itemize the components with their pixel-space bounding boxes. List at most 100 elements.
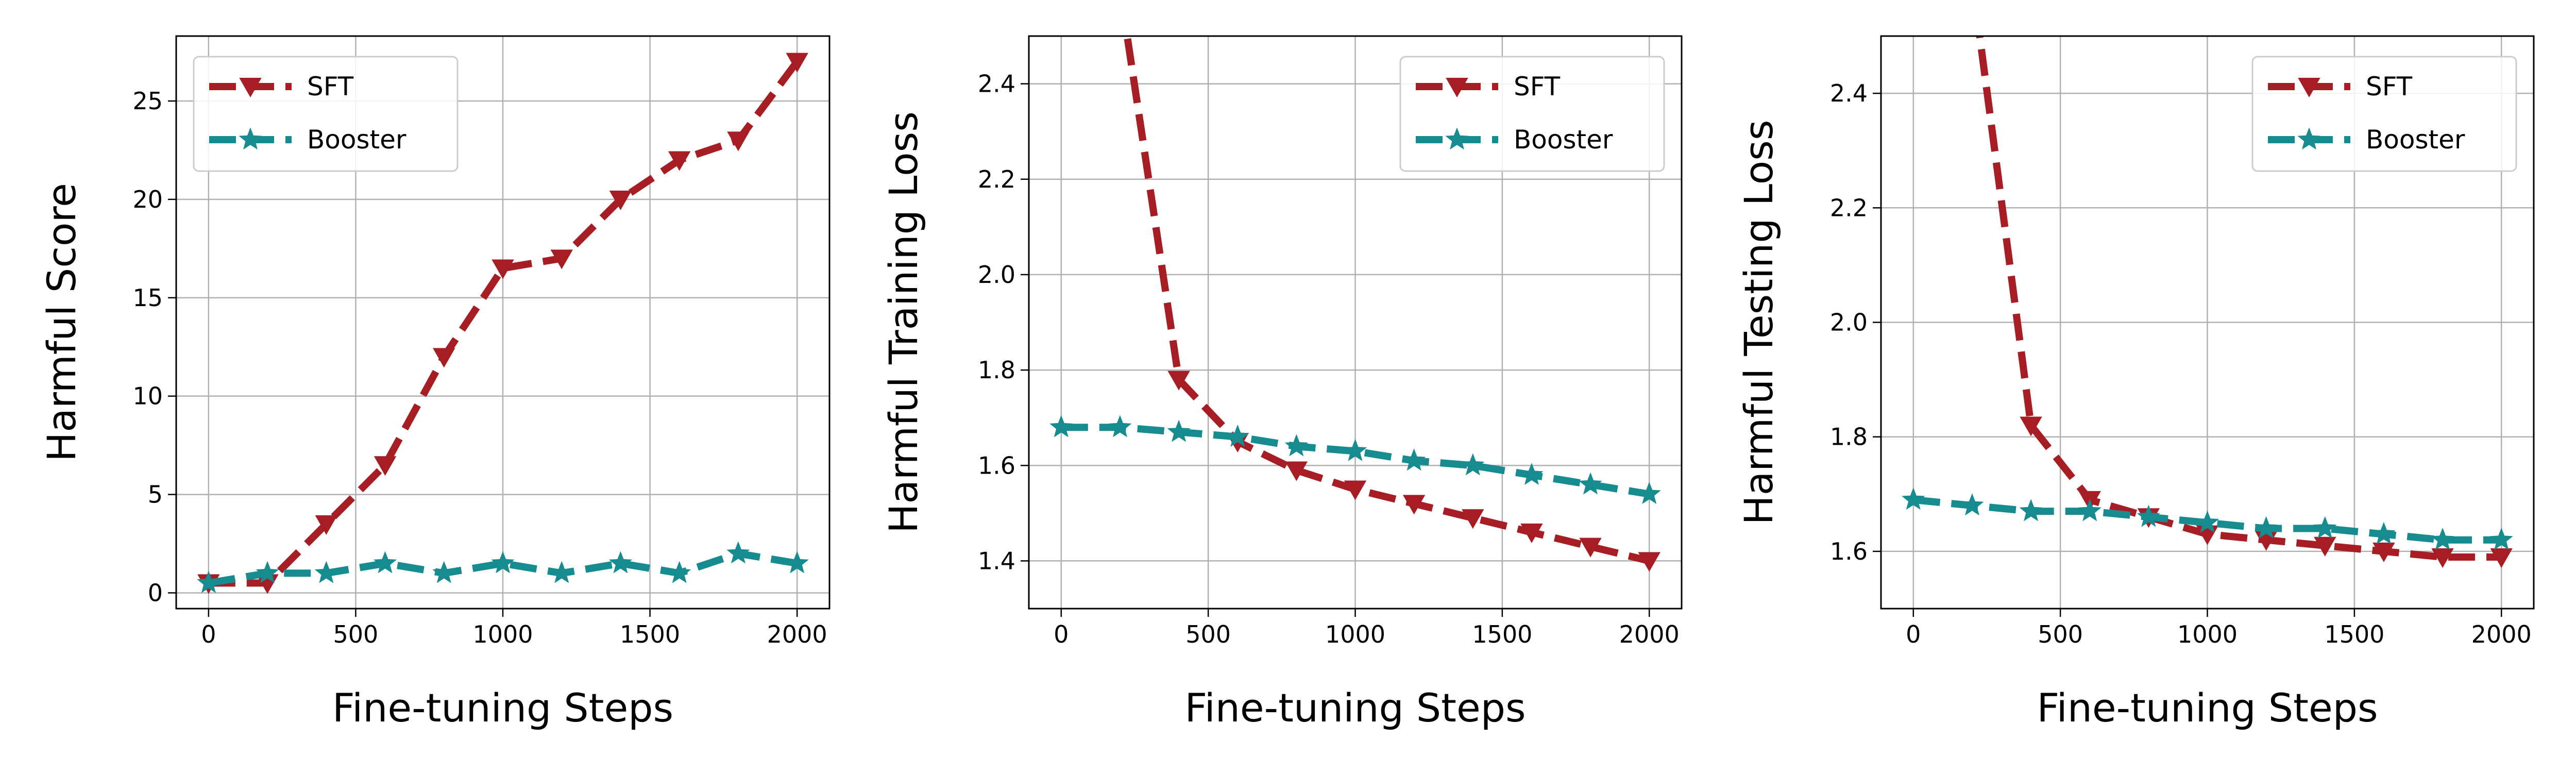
subplot: 0 500 1000 1500 2000 1.6 1.8 2.0 2.2 2.4 Fine-tuni… <box>1736 35 2535 731</box>
data-point <box>492 259 514 279</box>
data-point <box>1108 415 1132 438</box>
data-point <box>1167 371 1190 391</box>
data-point <box>2020 416 2042 436</box>
y-tick-label: 5 <box>148 481 163 509</box>
series-line <box>1061 424 1650 498</box>
data-point <box>1638 552 1660 572</box>
legend-marker <box>239 78 262 98</box>
data-point <box>550 249 573 270</box>
data-point <box>1343 439 1367 461</box>
data-point <box>256 561 279 583</box>
legend: SFT Booster <box>1399 56 1665 172</box>
legend-label: Booster <box>2366 125 2465 155</box>
legend-label: Booster <box>1514 125 1613 155</box>
data-point <box>1402 495 1426 515</box>
legend-marker <box>2298 78 2320 98</box>
axes-frame <box>1028 35 1683 610</box>
data-point <box>491 551 515 574</box>
data-point <box>1579 472 1602 495</box>
data-point <box>1520 463 1544 485</box>
subplot: 0 500 1000 1500 2000 0 5 10 15 20 25 Fine-tuning St… <box>39 35 831 731</box>
x-tick-label: 2000 <box>2471 620 2532 648</box>
data-point <box>785 551 809 574</box>
y-tick-label: 25 <box>132 87 163 115</box>
data-point <box>2255 516 2278 539</box>
series-line <box>1913 496 2502 544</box>
y-tick-label: 0 <box>148 579 163 607</box>
x-tick-label: 1500 <box>620 620 680 648</box>
y-tick-label: 2.4 <box>1830 79 1868 107</box>
data-point <box>315 515 338 535</box>
data-point <box>433 348 455 368</box>
x-tick-label: 500 <box>333 620 379 648</box>
y-tick-label: 2.2 <box>978 165 1015 193</box>
data-point <box>197 570 221 593</box>
x-tick-label: 1000 <box>472 620 533 648</box>
legend: SFT Booster <box>193 56 459 172</box>
series-line <box>208 549 798 587</box>
plot-area <box>1902 36 2513 568</box>
y-tick-label: 15 <box>132 284 163 312</box>
data-point <box>2313 516 2337 539</box>
legend-marker <box>1446 78 1468 98</box>
data-point <box>1902 488 1925 510</box>
y-tick-label: 1.8 <box>978 356 1015 384</box>
data-point <box>1167 419 1191 442</box>
data-point <box>1344 480 1367 500</box>
data-point <box>1520 523 1543 543</box>
y-tick-label: 20 <box>132 186 163 213</box>
data-point <box>2490 548 2513 568</box>
x-tick-label: 0 <box>1054 620 1069 648</box>
data-point <box>1462 509 1484 529</box>
data-point <box>1637 482 1661 505</box>
data-point <box>2019 499 2043 522</box>
subplot: 0 500 1000 1500 2000 1.4 1.6 1.8 2.0 2.2 2.4 Fine-t… <box>880 35 1683 731</box>
x-tick-label: 500 <box>2038 620 2083 648</box>
x-tick-label: 500 <box>1185 620 1231 648</box>
x-tick-label: 1500 <box>2324 620 2384 648</box>
y-tick-label: 1.8 <box>1830 423 1868 451</box>
data-point <box>1284 434 1308 457</box>
axes-frame <box>175 35 831 610</box>
data-point <box>1402 448 1426 471</box>
y-axis-label: Harmful Score <box>39 183 84 462</box>
data-point <box>786 53 808 73</box>
data-point <box>550 561 573 583</box>
data-point <box>726 541 750 564</box>
data-point <box>2431 548 2454 568</box>
legend-label: SFT <box>2366 72 2413 102</box>
y-tick-label: 1.4 <box>978 547 1015 575</box>
data-point <box>374 456 397 476</box>
y-tick-label: 2.0 <box>978 261 1015 289</box>
legend-marker <box>1445 127 1469 150</box>
legend-label: SFT <box>1514 72 1561 102</box>
data-point <box>609 190 632 210</box>
data-point <box>2431 527 2454 550</box>
y-tick-label: 2.0 <box>1830 309 1868 337</box>
data-point <box>2489 527 2513 550</box>
legend-label: Booster <box>307 125 406 155</box>
x-tick-label: 2000 <box>1619 620 1680 648</box>
data-point <box>608 551 633 574</box>
data-point <box>668 151 691 171</box>
x-axis-label: Fine-tuning Steps <box>2037 685 2378 731</box>
legend-label: SFT <box>307 72 354 102</box>
x-tick-label: 2000 <box>767 620 827 648</box>
y-axis-label: Harmful Training Loss <box>880 111 926 533</box>
y-tick-label: 2.4 <box>978 70 1015 98</box>
y-axis-label: Harmful Testing Loss <box>1736 120 1782 525</box>
axes-frame <box>1880 35 2535 610</box>
x-tick-label: 0 <box>201 620 216 648</box>
data-point <box>1960 493 1984 516</box>
data-point <box>727 131 750 152</box>
data-point <box>2137 505 2160 527</box>
data-point <box>668 561 691 583</box>
x-axis-label: Fine-tuning Steps <box>332 685 673 731</box>
y-tick-label: 1.6 <box>978 451 1015 479</box>
data-point <box>1285 461 1308 481</box>
series-line <box>208 59 800 587</box>
data-point <box>2078 499 2102 522</box>
y-tick-label: 2.2 <box>1830 194 1868 222</box>
